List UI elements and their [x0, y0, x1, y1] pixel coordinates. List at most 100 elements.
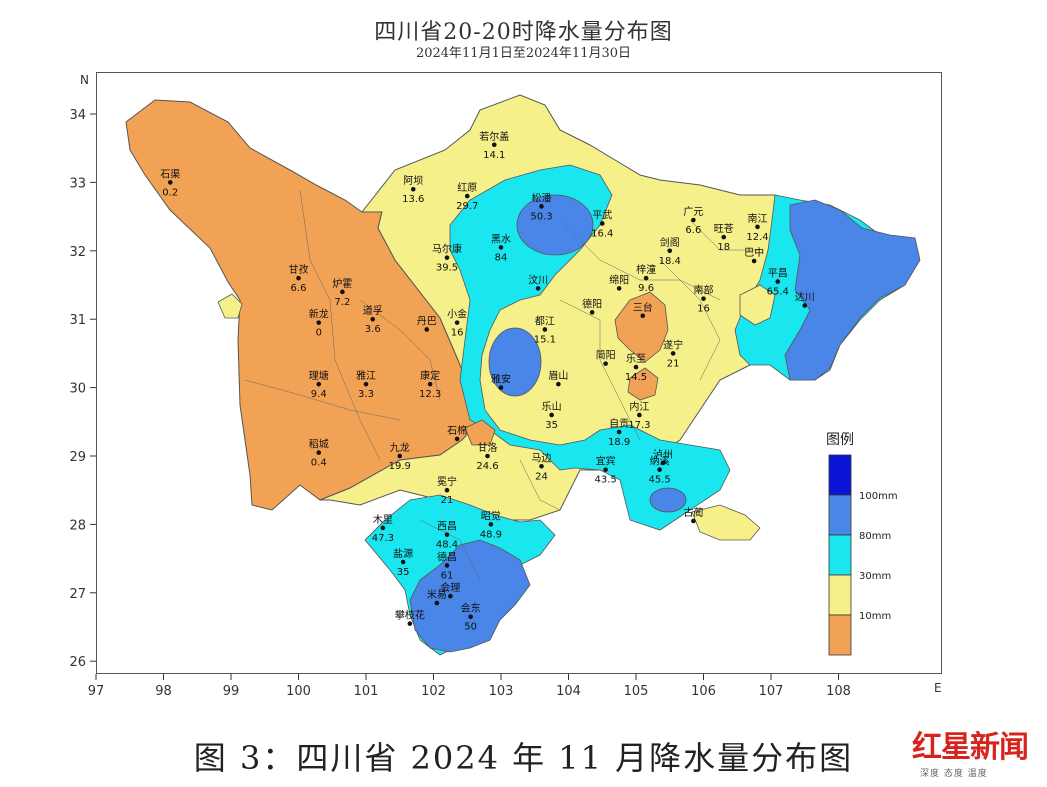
y-tick-label: 29 [69, 450, 86, 465]
station: 旺苍 18 [714, 222, 734, 253]
station-dot [775, 279, 781, 284]
station-value: 15.1 [534, 334, 556, 345]
station-dot [691, 217, 696, 223]
x-tick-label: 106 [691, 684, 716, 699]
station-dot [488, 522, 494, 527]
station-dot [498, 385, 504, 390]
station-dot [637, 412, 642, 418]
station-name: 稻城 [309, 439, 329, 451]
station-dot [556, 381, 561, 387]
station-dot [539, 204, 544, 209]
map-frame [96, 72, 942, 674]
station-name: 古蔺 [683, 506, 703, 519]
station-dot [616, 429, 622, 435]
station-dot [485, 453, 490, 459]
station: 三台 [633, 301, 653, 319]
station: 乐山 35 [542, 401, 562, 431]
station-name: 梓潼 [636, 263, 656, 276]
station: 黑水 84 [491, 233, 511, 263]
station: 乐至 14.5 [625, 353, 647, 383]
station-dot [491, 142, 497, 148]
station: 米易 [427, 588, 447, 606]
station-dot [407, 621, 413, 626]
station-name: 宜宾 [596, 455, 616, 468]
station: 德阳 [582, 297, 602, 315]
station-dot [444, 563, 450, 568]
station-value: 48.4 [436, 540, 458, 551]
station-dot [539, 463, 544, 469]
station-value: 35 [397, 567, 410, 578]
x-axis-unit: E [934, 681, 942, 695]
station-dot [316, 320, 322, 325]
station-value: 9.4 [311, 389, 327, 400]
y-tick-label: 34 [69, 108, 86, 123]
station-value: 84 [495, 252, 508, 263]
station: 自贡 18.9 [608, 417, 630, 448]
station-dot [660, 460, 666, 466]
station: 甘孜 6.6 [289, 263, 309, 294]
station-name: 平昌 [768, 268, 788, 280]
region-lt10-basin [614, 291, 669, 363]
station-name: 道孚 [363, 304, 383, 317]
station: 剑阁 18.4 [659, 236, 681, 267]
station: 稻城 0.4 [309, 439, 329, 469]
station-dot [296, 275, 301, 281]
station-dot [400, 559, 406, 565]
legend: 图例 100mm 80mm 30mm 10mm [826, 432, 898, 656]
legend-label: 100mm [859, 491, 898, 502]
legend-label: 30mm [859, 571, 891, 582]
station-name: 若尔盖 [479, 130, 509, 143]
x-tick-label: 104 [556, 684, 581, 699]
station-dot [603, 467, 608, 472]
y-tick-label: 31 [69, 313, 86, 328]
station: 西昌 48.4 [436, 521, 458, 551]
station: 汶川 [528, 273, 548, 291]
station-name: 雅安 [491, 373, 511, 386]
station: 雅安 [491, 373, 511, 390]
station: 古蔺 [683, 506, 703, 524]
station-name: 平武 [592, 208, 612, 221]
station-value: 9.6 [638, 283, 654, 294]
station-value: 0.4 [311, 458, 327, 469]
station: 眉山 [548, 370, 568, 387]
brand-tagline: 深度 态度 温度 [920, 769, 988, 779]
station: 内江 17.3 [628, 400, 650, 431]
station: 达川 [795, 292, 815, 308]
station-dot [640, 313, 646, 319]
station: 盐源 35 [393, 547, 413, 578]
station-value: 21 [441, 495, 454, 506]
station-name: 广元 [683, 206, 703, 218]
y-tick-label: 26 [69, 655, 86, 670]
station: 康定 12.3 [419, 369, 441, 400]
station: 甘洛 24.6 [476, 441, 498, 472]
x-tick-label: 101 [354, 684, 379, 699]
y-tick-label: 33 [69, 176, 86, 191]
station-value: 12.4 [746, 232, 768, 243]
station-dot [589, 310, 595, 315]
station-value: 0.2 [162, 187, 178, 198]
region-80to100-naxi [649, 487, 687, 513]
station-value: 16.4 [591, 228, 613, 239]
station: 雅江 3.3 [356, 369, 376, 400]
station-dot [454, 320, 460, 325]
x-tick-label: 103 [489, 684, 514, 699]
station-name: 阿坝 [403, 175, 423, 187]
station: 平武 16.4 [591, 208, 613, 239]
region-lt10-jianyang [627, 367, 659, 401]
station: 阿坝 13.6 [402, 175, 424, 205]
station-dot [340, 289, 345, 295]
station-name: 松潘 [532, 191, 552, 204]
station: 绵阳 [609, 273, 629, 291]
station-name: 自贡 [609, 417, 629, 430]
station-value: 6.6 [291, 283, 307, 294]
station-value: 48.9 [480, 529, 502, 540]
station-dot [167, 180, 173, 185]
station-name: 炉霍 [332, 278, 352, 290]
station-dot [464, 193, 470, 199]
station-value: 24 [535, 471, 548, 482]
station-name: 南部 [694, 284, 714, 297]
station: 木里 47.3 [372, 514, 394, 544]
region-lt10-shimian [464, 419, 496, 446]
legend-swatch [828, 454, 852, 496]
